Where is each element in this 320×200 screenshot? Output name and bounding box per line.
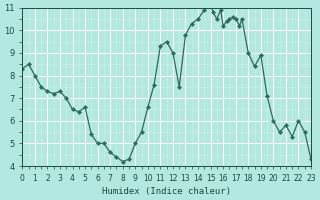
X-axis label: Humidex (Indice chaleur): Humidex (Indice chaleur) (102, 187, 231, 196)
